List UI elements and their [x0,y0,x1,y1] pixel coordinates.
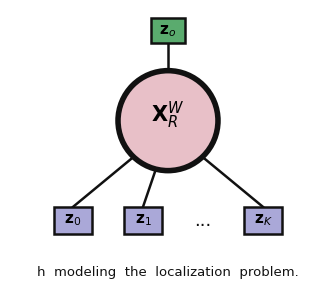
Text: $\mathbf{X}_{R}^{W}$: $\mathbf{X}_{R}^{W}$ [152,100,184,131]
Text: $\mathbf{z}_{o}$: $\mathbf{z}_{o}$ [160,23,176,39]
FancyBboxPatch shape [54,207,92,234]
Text: h  modeling  the  localization  problem.: h modeling the localization problem. [37,266,299,279]
Circle shape [118,71,218,171]
FancyBboxPatch shape [244,207,282,234]
Text: ...: ... [194,212,212,229]
FancyBboxPatch shape [124,207,162,234]
Text: $\mathbf{z}_{0}$: $\mathbf{z}_{0}$ [65,213,82,228]
Text: $\mathbf{z}_{1}$: $\mathbf{z}_{1}$ [135,213,152,228]
FancyBboxPatch shape [151,18,185,43]
Text: $\mathbf{z}_{K}$: $\mathbf{z}_{K}$ [254,213,272,228]
